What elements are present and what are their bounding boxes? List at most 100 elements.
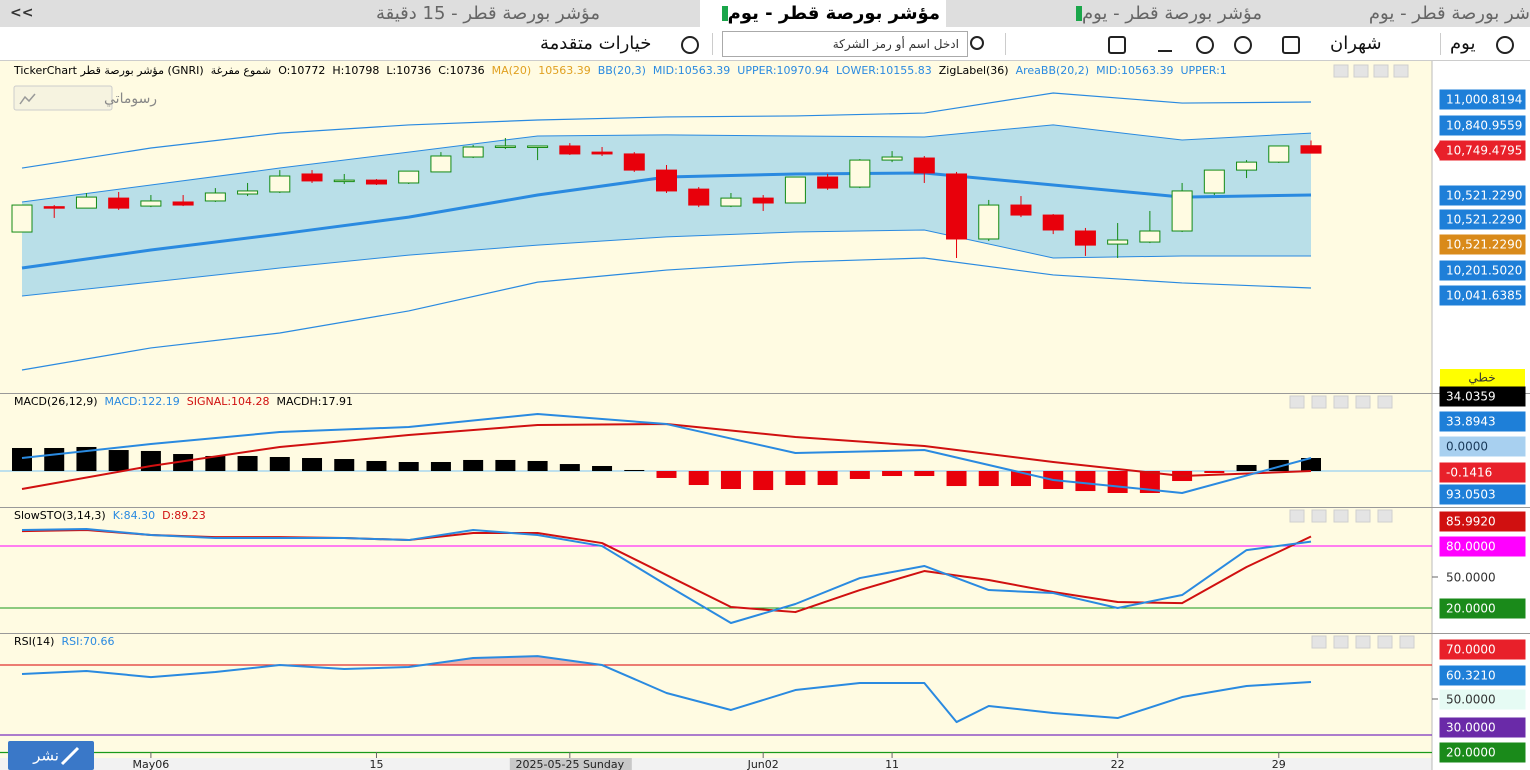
candle-body [784, 176, 806, 204]
x-label-box [509, 758, 632, 770]
tab-title: مؤشر بورصة قطر - 15 دقيقة [375, 3, 600, 24]
candle-body [1074, 230, 1096, 246]
legend-item: RSI:70.66 [61, 635, 114, 648]
price-label: 10,749.4795 [1446, 144, 1522, 158]
candle-body [301, 173, 323, 182]
tool-icon[interactable] [1158, 36, 1172, 52]
panel-control[interactable] [1333, 509, 1349, 523]
publish-icon [60, 746, 80, 766]
panel-control[interactable] [1377, 395, 1393, 409]
legend-item: AreaBB(20,2) [1016, 64, 1089, 77]
search-input[interactable]: ادخل اسم أو رمز الشركة [722, 31, 968, 57]
price-label: 60.3210 [1446, 669, 1496, 683]
macd-hist-bar [1010, 471, 1031, 487]
legend-item: ZigLabel(36) [939, 64, 1009, 77]
tool-icon[interactable] [1108, 36, 1126, 54]
price-label-box [1439, 742, 1526, 763]
publish-button[interactable] [8, 741, 94, 770]
price-label-box [1439, 598, 1526, 619]
k-line [21, 528, 1312, 625]
panel-control[interactable] [1355, 395, 1371, 409]
panel-control[interactable] [1311, 635, 1327, 649]
candle-body [656, 169, 677, 192]
candle-body [978, 204, 1000, 240]
interval[interactable]: يوم [1450, 33, 1476, 54]
candle-body [1010, 204, 1032, 216]
macd-hist-bar [1075, 471, 1096, 492]
panel-control[interactable] [1373, 64, 1389, 78]
macd-hist-bar [720, 471, 741, 490]
draw-icon[interactable] [1282, 36, 1300, 54]
panel-control[interactable] [1377, 635, 1393, 649]
price-label-pointer [1434, 141, 1440, 160]
price-label: 50.0000 [1446, 693, 1496, 707]
candle-body [108, 197, 130, 209]
panel-control[interactable] [1355, 509, 1371, 523]
drawings-button[interactable] [13, 85, 113, 111]
price-label: 80.0000 [1446, 540, 1496, 554]
candle-body [172, 201, 194, 206]
panel-control[interactable] [1311, 395, 1327, 409]
panel-control[interactable] [1393, 64, 1409, 78]
panel-control[interactable] [1399, 635, 1415, 649]
candle-body [559, 145, 581, 155]
panel-control[interactable] [1355, 635, 1371, 649]
macd-hist-bar [624, 469, 645, 472]
tool-icon[interactable] [1196, 36, 1214, 54]
x-tick-label: 2025-05-25 Sunday [516, 758, 625, 770]
panel-control[interactable] [1353, 64, 1369, 78]
tab[interactable]: مؤشر بورصة قطر - 15 دقيقة [330, 0, 600, 27]
tab-scroll[interactable]: << [10, 5, 34, 21]
candle-body [11, 204, 33, 233]
x-tick-label: 11 [885, 758, 899, 770]
panel-control[interactable] [1289, 395, 1305, 409]
legend-item: MACD(26,12,9) [14, 395, 98, 408]
legend-item: UPPER:1 [1181, 64, 1227, 77]
candle-body [1139, 230, 1161, 243]
panel-control[interactable] [1333, 395, 1349, 409]
bb-upper [21, 92, 1312, 169]
gear-icon[interactable] [681, 36, 699, 54]
panel-control[interactable] [1333, 64, 1349, 78]
candle-body [817, 176, 839, 189]
range[interactable]: شهران [1330, 33, 1382, 54]
price-label: 70.0000 [1446, 643, 1496, 657]
advanced-options[interactable]: خيارات متقدمة [540, 33, 652, 54]
macd-hist-bar [1301, 458, 1321, 472]
panel-control[interactable] [1311, 509, 1327, 523]
macd-hist-bar [656, 471, 677, 478]
tool-icon[interactable] [1234, 36, 1252, 54]
tab[interactable]: مؤشر بورصة قطر - يوم [700, 0, 946, 27]
legend-item: C:10736 [438, 64, 484, 77]
clock-icon[interactable] [1496, 36, 1514, 54]
panel-control[interactable] [1289, 509, 1305, 523]
macd-hist-bar [849, 471, 870, 479]
search-icon[interactable] [970, 36, 984, 50]
legend-item: O:10772 [278, 64, 325, 77]
x-tick-label: 29 [1272, 758, 1286, 770]
separator [1440, 33, 1441, 55]
price-label-box [1439, 536, 1526, 557]
candle-body [688, 188, 710, 206]
candle-body [1042, 214, 1064, 231]
price-label-box [1439, 234, 1526, 255]
legend-item: K:84.30 [113, 509, 155, 522]
macd-hist-bar [430, 462, 451, 472]
price-label: 0.0000 [1446, 440, 1488, 454]
candle-body [1107, 239, 1129, 245]
tab[interactable]: مؤشر بورصة قطر - يوم [1000, 0, 1268, 27]
price-label: 10,041.6385 [1446, 289, 1522, 303]
band-fill [22, 124, 1311, 297]
tab[interactable]: شر بورصة قطر - يوم [1330, 0, 1530, 27]
macd-hist-bar [302, 458, 323, 472]
macd-hist-bar [817, 471, 838, 486]
legend-item: MACDH:17.91 [277, 395, 353, 408]
panel-control[interactable] [1333, 635, 1349, 649]
tab-title: شر بورصة قطر - يوم [1368, 3, 1530, 24]
x-tick-label: 15 [369, 758, 383, 770]
macd-hist-bar [366, 460, 387, 472]
price-label: 33.8943 [1446, 415, 1496, 429]
panel-control[interactable] [1377, 509, 1393, 523]
bb-lower [21, 257, 1312, 371]
